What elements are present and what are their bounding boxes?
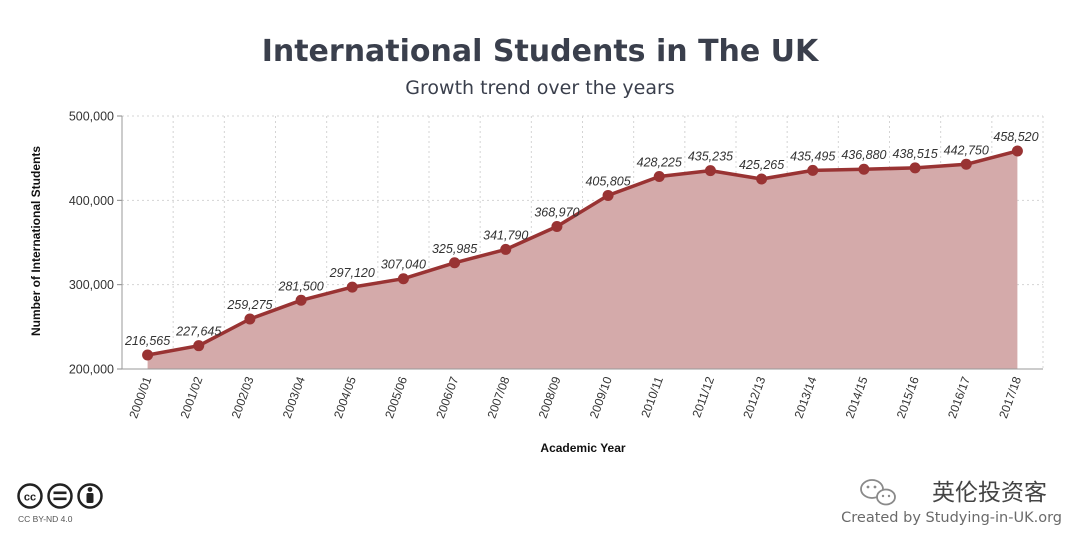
credit-text: Created by Studying-in-UK.org bbox=[841, 510, 1062, 526]
x-tick-label: 2015/16 bbox=[894, 374, 922, 420]
data-label: 442,750 bbox=[944, 143, 989, 157]
x-tick-label: 2001/02 bbox=[178, 374, 206, 420]
wechat-icon bbox=[860, 479, 896, 506]
data-label: 435,235 bbox=[688, 150, 733, 164]
data-labels: 216,565 227,645 259,275 281,500 297,120 307,0… bbox=[124, 130, 1039, 348]
data-point bbox=[807, 164, 819, 176]
data-point bbox=[295, 294, 307, 306]
x-tick-label: 2003/04 bbox=[280, 374, 308, 420]
data-label: 281,500 bbox=[277, 279, 323, 293]
y-tick-label: 400,000 bbox=[69, 194, 114, 208]
x-tick-label: 2000/01 bbox=[126, 374, 154, 420]
y-tick-label: 500,000 bbox=[69, 110, 114, 124]
y-axis-label: Number of International Students bbox=[29, 146, 43, 336]
data-point bbox=[704, 165, 716, 177]
data-label: 436,880 bbox=[841, 148, 886, 162]
x-tick-labels: 2000/01 2001/02 2002/03 2003/04 2004/05 2005/… bbox=[126, 374, 1024, 420]
data-label: 297,120 bbox=[329, 266, 375, 280]
series-line bbox=[147, 149, 1018, 357]
line-layer bbox=[147, 149, 1018, 357]
data-points bbox=[142, 145, 1023, 361]
license-badge: cc CC BY-ND 4.0 bbox=[17, 483, 103, 524]
data-label: 216,565 bbox=[124, 334, 170, 348]
data-label: 259,275 bbox=[226, 298, 272, 312]
data-point bbox=[551, 221, 563, 233]
data-point bbox=[1011, 145, 1023, 157]
nd-icon bbox=[47, 483, 73, 509]
license-text: CC BY-ND 4.0 bbox=[18, 514, 73, 524]
y-tick-label: 300,000 bbox=[69, 278, 114, 292]
svg-text:cc: cc bbox=[24, 492, 36, 504]
data-label: 428,225 bbox=[637, 156, 682, 170]
data-point bbox=[960, 158, 972, 170]
x-tick-label: 2002/03 bbox=[229, 374, 257, 420]
data-point bbox=[397, 273, 409, 285]
x-tick-label: 2014/15 bbox=[843, 374, 871, 420]
x-tick-label: 2016/17 bbox=[945, 374, 973, 420]
data-label: 438,515 bbox=[892, 147, 937, 161]
x-tick-label: 2004/05 bbox=[331, 374, 359, 420]
chart-subtitle: Growth trend over the years bbox=[405, 77, 674, 99]
data-point bbox=[756, 173, 768, 185]
data-label: 325,985 bbox=[432, 242, 477, 256]
data-label: 307,040 bbox=[381, 258, 426, 272]
x-tick-label: 2013/14 bbox=[792, 374, 820, 420]
data-label: 227,645 bbox=[175, 325, 221, 339]
data-label: 341,790 bbox=[483, 228, 528, 242]
data-point bbox=[449, 257, 461, 269]
area-layer bbox=[147, 151, 1018, 369]
data-label: 425,265 bbox=[739, 158, 784, 172]
x-axis-label: Academic Year bbox=[540, 441, 626, 455]
y-tick-labels: 200,000 300,000 400,000 500,000 bbox=[69, 110, 114, 377]
x-tick-label: 2007/08 bbox=[485, 374, 513, 420]
data-label: 405,805 bbox=[585, 174, 630, 188]
x-tick-label: 2011/12 bbox=[689, 374, 717, 419]
by-person-icon bbox=[77, 483, 103, 509]
area-fill bbox=[147, 151, 1018, 369]
y-tick-label: 200,000 bbox=[69, 363, 114, 377]
x-tick-label: 2010/11 bbox=[638, 374, 666, 419]
data-label: 368,970 bbox=[534, 206, 579, 220]
data-point bbox=[346, 281, 358, 293]
data-point bbox=[244, 313, 256, 325]
data-point bbox=[858, 163, 870, 175]
data-point bbox=[142, 349, 154, 361]
data-point bbox=[602, 189, 614, 201]
data-label: 458,520 bbox=[993, 130, 1038, 144]
x-tick-label: 2006/07 bbox=[433, 374, 461, 420]
data-point bbox=[193, 340, 205, 352]
data-label: 435,495 bbox=[790, 149, 835, 163]
x-tick-label: 2008/09 bbox=[536, 374, 564, 420]
data-point bbox=[909, 162, 921, 174]
x-tick-label: 2009/10 bbox=[587, 374, 615, 420]
data-point bbox=[653, 171, 665, 183]
brand-name: 英伦投资客 bbox=[932, 480, 1047, 506]
chart-title: International Students in The UK bbox=[262, 34, 820, 69]
data-point bbox=[500, 243, 512, 255]
axes bbox=[117, 115, 1043, 370]
x-tick-label: 2012/13 bbox=[740, 374, 768, 420]
x-tick-label: 2017/18 bbox=[996, 374, 1024, 420]
cc-icon: cc bbox=[17, 483, 43, 509]
x-tick-label: 2005/06 bbox=[382, 374, 410, 420]
